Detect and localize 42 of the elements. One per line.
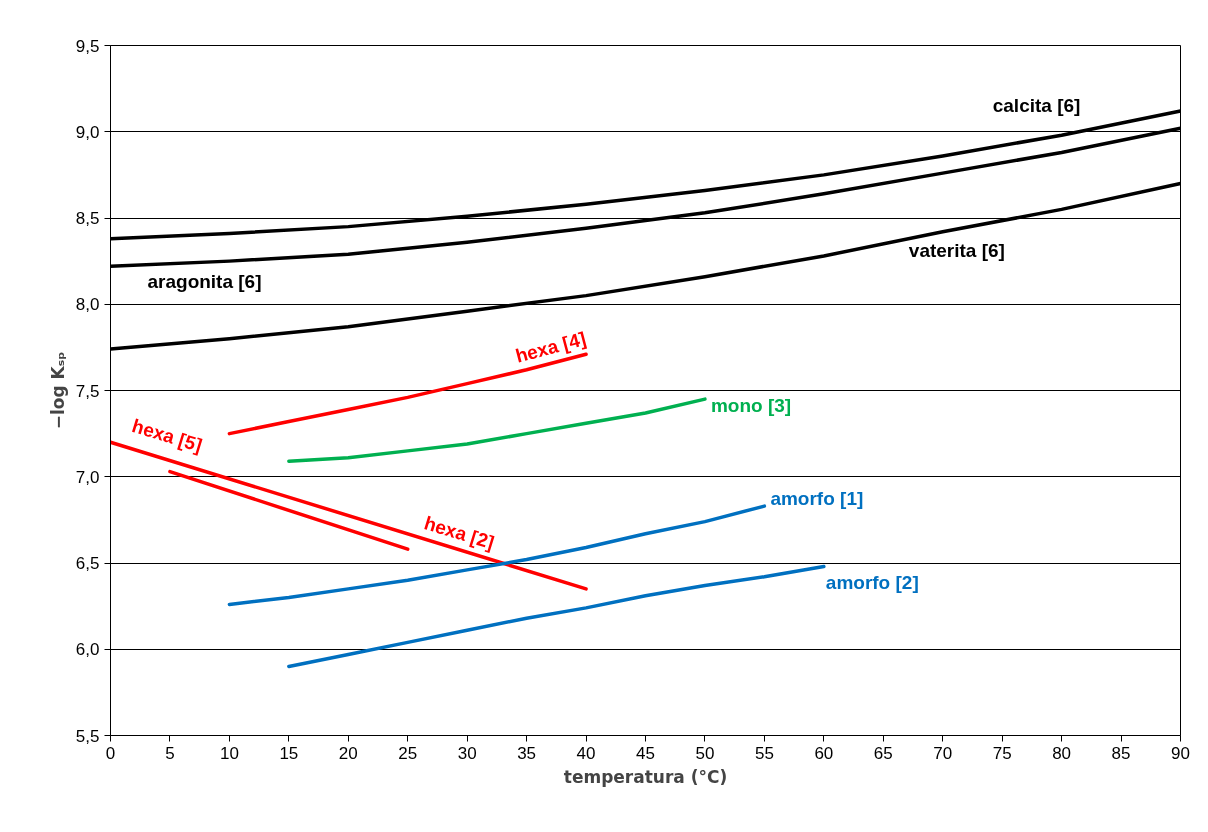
series-label: vaterita [6] [908, 240, 1005, 262]
text: hexa [4] [513, 327, 589, 367]
y-tick-label: 9,0 [75, 122, 100, 142]
x-tick-label: 45 [636, 743, 655, 763]
x-tick-label: 90 [1171, 743, 1190, 763]
x-tick-label: 5 [165, 743, 175, 763]
series-label: amorfo [2] [825, 571, 919, 593]
y-tick-label: 8,5 [75, 209, 100, 228]
x-tick-label: 55 [754, 743, 774, 763]
x-tick-label: 0 [105, 743, 116, 763]
y-tick-label: 9,5 [75, 36, 100, 56]
series-label: amorfo [1] [770, 487, 864, 509]
series-label: aragonita [6] [147, 270, 262, 292]
x-tick-label: 75 [992, 743, 1012, 763]
line-series [287, 564, 826, 669]
series-label: mono [3] [710, 394, 792, 416]
y-tick-label: 5,5 [75, 726, 100, 746]
y-tick-label: 7,0 [75, 467, 100, 487]
x-tick-label: 15 [279, 743, 299, 763]
text: hexa [2] [421, 512, 497, 554]
x-tick-label: 10 [219, 743, 239, 763]
x-tick-label: 35 [517, 743, 537, 763]
y-tick-label: 6,0 [75, 640, 100, 660]
x-tick-label: 50 [695, 743, 715, 763]
x-axis-title: temperatura (°C) [563, 766, 728, 787]
x-tick-label: 85 [1111, 743, 1131, 763]
x-tick-label: 65 [873, 743, 893, 763]
y-tick-label: 8,0 [75, 295, 100, 315]
x-tick-label: 80 [1052, 743, 1072, 763]
x-tick-label: 30 [457, 743, 477, 763]
y-tick-label: 7,5 [75, 381, 100, 401]
x-tick-label: 25 [398, 743, 418, 763]
x-tick-label: 20 [338, 743, 358, 763]
text: hexa [5] [129, 414, 205, 457]
line-series [287, 397, 707, 463]
series-label: calcita [6] [992, 95, 1081, 117]
x-tick-label: 60 [814, 743, 834, 763]
y-axis-title: −log Kₛₚ [47, 351, 68, 430]
x-tick-label: 70 [933, 743, 953, 763]
y-tick-label: 6,5 [75, 554, 100, 573]
x-tick-label: 40 [576, 743, 596, 763]
line-series [227, 504, 767, 607]
